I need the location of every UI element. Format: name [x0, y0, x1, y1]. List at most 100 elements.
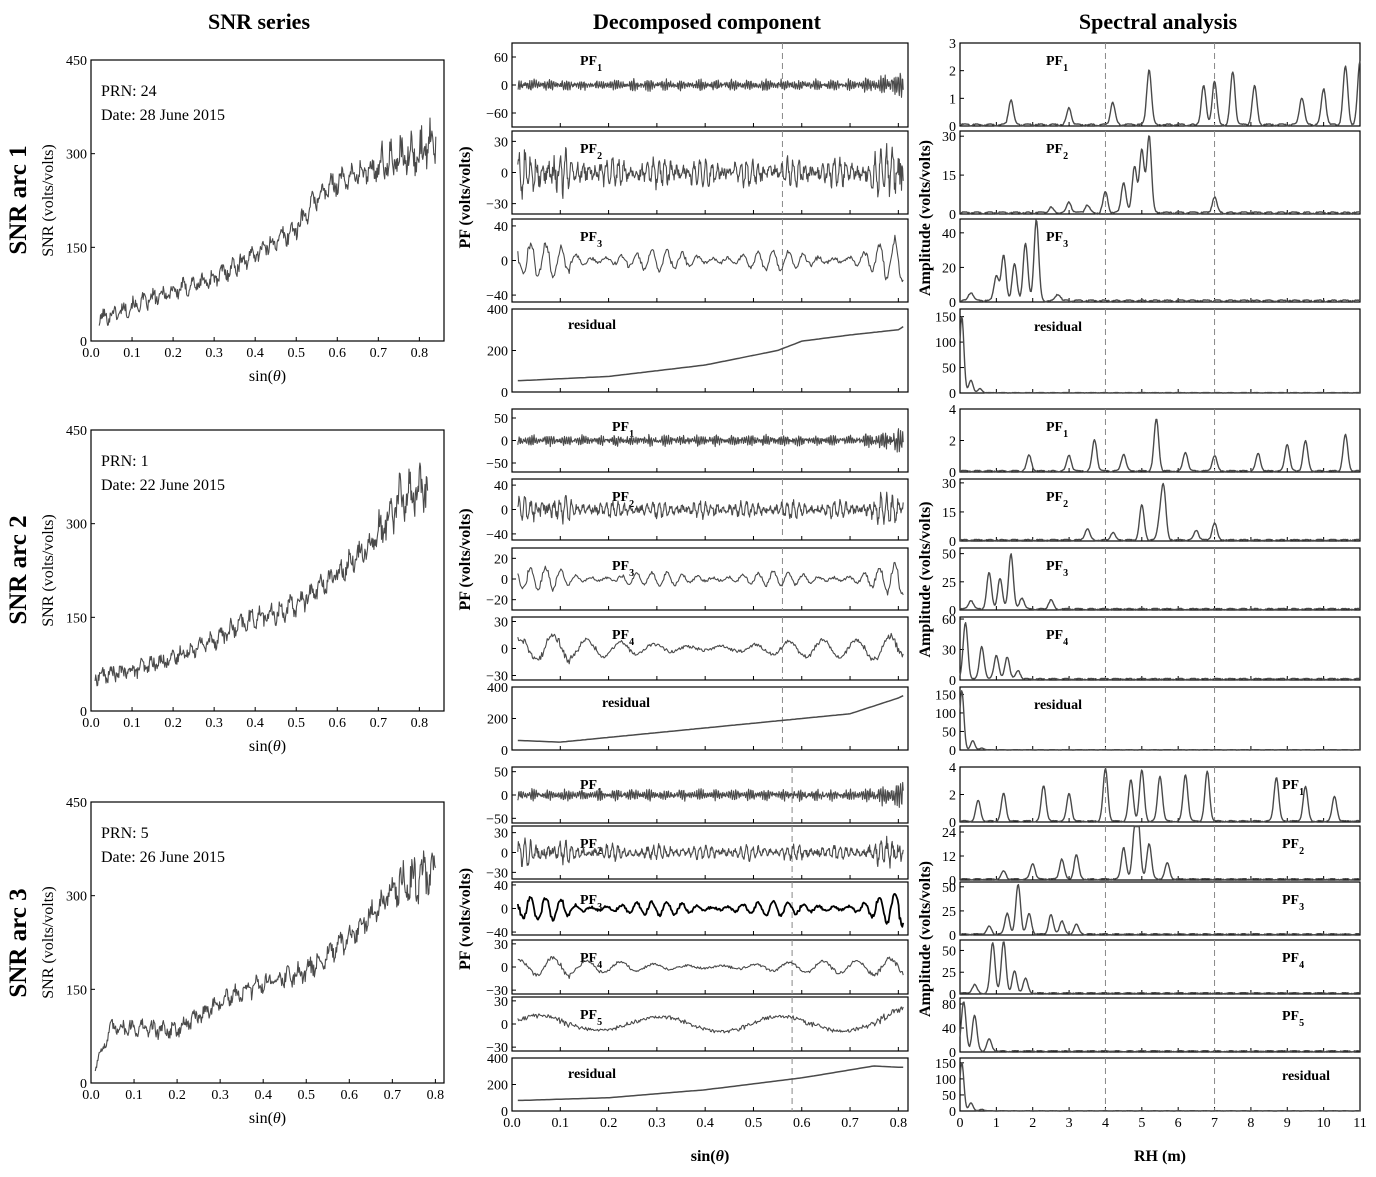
snr-arc1-xtick-label: 0.5 — [287, 346, 305, 361]
decomp-arc3-pf4-series-line — [517, 956, 904, 980]
spectral-arc3-pf3-label: PF3 — [1282, 893, 1304, 913]
spectral-arc2-pf2-label: PF2 — [1046, 490, 1068, 510]
spectral-arc3-pf5-ytick-label: 80 — [942, 998, 956, 1013]
snr-arc3-ytick-label: 450 — [66, 796, 87, 811]
spectral-arc3-residual-xtick-label: 6 — [1175, 1116, 1182, 1131]
snr-arc2-ytick-label: 300 — [66, 518, 87, 533]
decomp-arc2-pf1-label: PF1 — [612, 420, 634, 440]
spectral-arc3-residual-xtick-label: 8 — [1247, 1116, 1254, 1131]
snr-arc2-ytick-label: 450 — [66, 424, 87, 439]
spectral-arc1-pf2-spectrum-line — [959, 135, 1361, 215]
decomp-arc1-residual-ytick-label: 400 — [487, 303, 508, 318]
spectral-arc1-residual-ytick-label: 0 — [949, 387, 956, 402]
decomp-arc1-pf2-ytick-label: −30 — [486, 198, 508, 213]
spectral-arc2-pf2-ytick-label: 0 — [949, 535, 956, 550]
snr-arc3-xlabel: sin(θ) — [249, 1110, 286, 1127]
spectral-arc3-residual-xtick-label: 5 — [1138, 1116, 1145, 1131]
decomp-arc3-pf5-ytick-label: 30 — [494, 995, 508, 1010]
decomp-arc3-residual-xtick-label: 0.7 — [841, 1116, 859, 1131]
decomp-arc3-residual-xtick-label: 0.2 — [600, 1116, 618, 1131]
decomp-arc2-pf1-ytick-label: −50 — [486, 457, 508, 472]
spectral-arc3-residual-xtick-label: 3 — [1066, 1116, 1073, 1131]
spectral-arc2-pf2-frame — [959, 478, 1361, 542]
snr-arc1-xtick-label: 0.3 — [205, 346, 223, 361]
spectral-arc1-pf1-frame — [959, 42, 1361, 127]
decomp-arc2-pf2-label: PF2 — [612, 490, 634, 510]
spectral-arc3-residual-xtick-label: 0 — [957, 1116, 964, 1131]
decomp-arc1-pf2-ytick-label: 30 — [494, 135, 508, 150]
spectral-arc1-pf2-frame — [959, 130, 1361, 215]
snr-arc1-xtick-label: 0.7 — [370, 346, 388, 361]
spectral-arc2-pf4-label: PF4 — [1046, 628, 1068, 648]
snr-arc3-xtick-label: 0.0 — [82, 1088, 100, 1103]
decomp-arc2-pf4-ytick-label: 0 — [501, 643, 508, 658]
decomp-arc1-residual-series-line — [517, 325, 904, 382]
spectral-arc3-residual-ytick-label: 0 — [949, 1105, 956, 1120]
spectral-arc3-pf3-spectrum-line — [959, 883, 1361, 936]
spectral-arc2-pf1-spectrum-line — [959, 418, 1361, 473]
snr-arc1-xlabel: sin(θ) — [249, 368, 286, 385]
decomp-arc1-pf3-ytick-label: −40 — [486, 289, 508, 304]
snr-arc2-ytick-label: 0 — [80, 705, 87, 720]
decomp-arc3-residual-series-line — [517, 1065, 904, 1102]
decomp-arc3-pf2-series-line — [517, 835, 904, 869]
decomp-arc3-pf3-label: PF3 — [580, 893, 602, 913]
decomp-arc1-pf3-ytick-label: 40 — [494, 220, 508, 235]
snr-arc1-ytick-label: 450 — [66, 54, 87, 69]
decomp-arc1-pf3-label: PF3 — [580, 230, 602, 250]
snr-arc1-xtick-label: 0.6 — [329, 346, 347, 361]
spectral-arc2-pf3-ytick-label: 25 — [942, 576, 956, 591]
snr-arc1-ytick-label: 150 — [66, 241, 87, 256]
snr-arc2-xtick-label: 0.2 — [164, 716, 182, 731]
spectral-arc1-pf3-ytick-label: 20 — [942, 261, 956, 276]
spectral-arc1-pf3-frame — [959, 218, 1361, 303]
snr-arc3-prn-label: PRN: 5 — [101, 825, 149, 842]
spectral-arc2-pf1-ytick-label: 0 — [949, 466, 956, 481]
spectral-arc2-residual-ytick-label: 0 — [949, 744, 956, 759]
decomp-xlabel: sin(θ) — [691, 1148, 730, 1165]
spectral-arc3-pf2-ytick-label: 24 — [942, 826, 956, 841]
snr-arc2-xtick-label: 0.7 — [370, 716, 388, 731]
snr-arc3-xtick-label: 0.6 — [341, 1088, 359, 1103]
spectral-arc3-pf3-ytick-label: 50 — [942, 881, 956, 896]
decomp-arc3-residual-ytick-label: 0 — [501, 1105, 508, 1120]
spectral-arc2-pf1-label: PF1 — [1046, 420, 1068, 440]
decomp-arc1-pf1-label: PF1 — [580, 54, 602, 74]
decomp-arc2-residual-ytick-label: 400 — [487, 681, 508, 696]
decomp-arc1-residual-ytick-label: 200 — [487, 345, 508, 360]
snr-arc1-series-line — [98, 117, 437, 326]
decomp-arc2-pf3-ytick-label: 20 — [494, 552, 508, 567]
decomp-arc3-residual-label: residual — [568, 1067, 616, 1082]
snr-arc1-xtick-label: 0.2 — [164, 346, 182, 361]
spectral-arc3-residual-xtick-label: 1 — [993, 1116, 1000, 1131]
decomp-arc2-pf4-ytick-label: 30 — [494, 616, 508, 631]
snr-arc1-ylabel: SNR (volts/volts) — [40, 144, 57, 256]
decomp-arc2-pf1-ytick-label: 50 — [494, 412, 508, 427]
spectral-arc2-pf4-frame — [959, 616, 1361, 681]
spectral-arc2-residual-label: residual — [1034, 698, 1082, 713]
spectral-arc1-residual-frame — [959, 308, 1361, 394]
decomp-arc3-pf4-ytick-label: −30 — [486, 984, 508, 999]
spectral-arc3-pf2-frame — [959, 825, 1361, 881]
decomp-arc2-pf4-label: PF4 — [612, 628, 634, 648]
decomp-arc3-residual-xtick-label: 0.4 — [696, 1116, 714, 1131]
col-title-snr-series: SNR series — [208, 9, 310, 34]
decomp-arc3-residual-xtick-label: 0.6 — [793, 1116, 811, 1131]
spectral-arc2-pf2-ytick-label: 15 — [942, 506, 956, 521]
snr-arc3-xtick-label: 0.1 — [125, 1088, 143, 1103]
snr-arc2-xtick-label: 0.1 — [123, 716, 141, 731]
decomp-arc2-pf1-ytick-label: 0 — [501, 435, 508, 450]
decomp-arc2-pf2-ytick-label: 40 — [494, 479, 508, 494]
decomp-arc3-residual-xtick-label: 0.1 — [552, 1116, 570, 1131]
spectral-arc1-residual-spectrum-line — [959, 316, 1360, 394]
spectral-arc1-pf1-spectrum-line — [959, 60, 1361, 127]
spectral-arc2-ylabel: Amplitude (volts/volts) — [917, 502, 934, 658]
spectral-arc1-pf1-ytick-label: 2 — [949, 65, 956, 80]
spectral-arc1-pf2-ytick-label: 15 — [942, 169, 956, 184]
snr-arc3-frame — [90, 801, 445, 1084]
snr-arc3-date-label: Date: 26 June 2015 — [101, 849, 225, 866]
decomp-arc2-residual-ytick-label: 200 — [487, 713, 508, 728]
spectral-arc3-pf5-ytick-label: 40 — [942, 1022, 956, 1037]
snr-arc2-prn-label: PRN: 1 — [101, 453, 149, 470]
